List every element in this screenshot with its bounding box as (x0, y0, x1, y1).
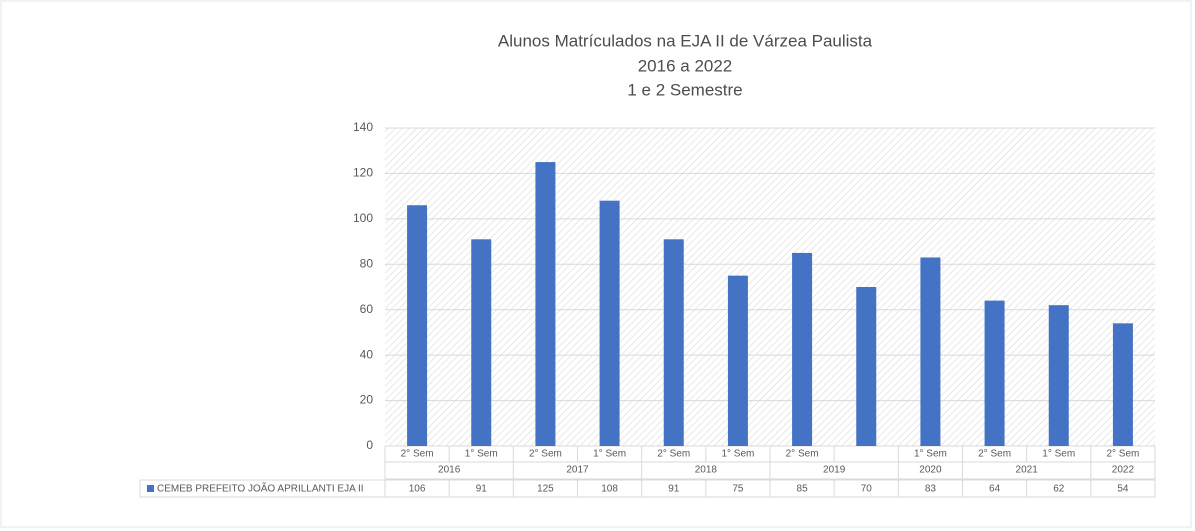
legend-label: CEMEB PREFEITO JOÃO APRILLANTI EJA II (157, 482, 364, 495)
x-group-label: 2018 (695, 465, 718, 476)
y-tick-label: 140 (353, 120, 373, 134)
data-table-value: 108 (601, 484, 618, 495)
x-group-label: 2022 (1112, 465, 1135, 476)
bar (663, 239, 684, 446)
x-group-label: 2016 (438, 465, 461, 476)
x-tick-label: 1° Sem (914, 449, 947, 460)
y-tick-label: 40 (360, 347, 374, 361)
x-tick-label: 2° Sem (401, 449, 434, 460)
bar (1048, 305, 1069, 446)
bar (535, 162, 556, 447)
x-tick-label: 1° Sem (721, 449, 754, 460)
data-table-value: 64 (989, 484, 1001, 495)
data-table-value: 85 (797, 484, 809, 495)
data-table-value: 91 (476, 484, 488, 495)
bar (920, 257, 941, 446)
x-tick-label: 2° Sem (978, 449, 1011, 460)
x-tick-label: 2° Sem (786, 449, 819, 460)
bar (471, 239, 492, 446)
chart-title: Alunos Matrículados na EJA II de Várzea … (498, 31, 873, 50)
chart-subtitle: 1 e 2 Semestre (627, 80, 742, 99)
x-group-label: 2021 (1016, 465, 1039, 476)
bar (407, 205, 428, 446)
bar (856, 287, 877, 446)
y-tick-label: 0 (366, 438, 373, 452)
bar (599, 200, 620, 446)
data-table-value: 70 (861, 484, 873, 495)
x-tick-label: 1° Sem (593, 449, 626, 460)
x-tick-label: 1° Sem (465, 449, 498, 460)
x-tick-label: 1° Sem (1042, 449, 1075, 460)
x-group-label: 2017 (566, 465, 589, 476)
y-tick-label: 80 (360, 256, 374, 270)
x-tick-label: 2° Sem (1106, 449, 1139, 460)
bar (1112, 323, 1133, 446)
data-table-value: 91 (668, 484, 680, 495)
x-tick-label: 2° Sem (657, 449, 690, 460)
y-tick-label: 60 (360, 302, 374, 316)
data-table-value: 106 (409, 484, 426, 495)
plot-area (385, 128, 1155, 446)
data-table-value: 75 (732, 484, 744, 495)
data-table-value: 125 (537, 484, 554, 495)
x-group-label: 2020 (919, 465, 942, 476)
legend-swatch (147, 485, 154, 492)
y-tick-label: 20 (360, 393, 374, 407)
y-tick-label: 100 (353, 211, 373, 225)
data-table-value: 83 (925, 484, 937, 495)
y-tick-label: 120 (353, 166, 373, 180)
x-tick-label: 2° Sem (529, 449, 562, 460)
chart-subtitle: 2016 a 2022 (638, 56, 733, 75)
bar (792, 252, 813, 446)
x-group-label: 2019 (823, 465, 846, 476)
bar (727, 275, 748, 446)
bar (984, 300, 1005, 446)
data-table-value: 62 (1053, 484, 1065, 495)
data-table-value: 54 (1117, 484, 1129, 495)
